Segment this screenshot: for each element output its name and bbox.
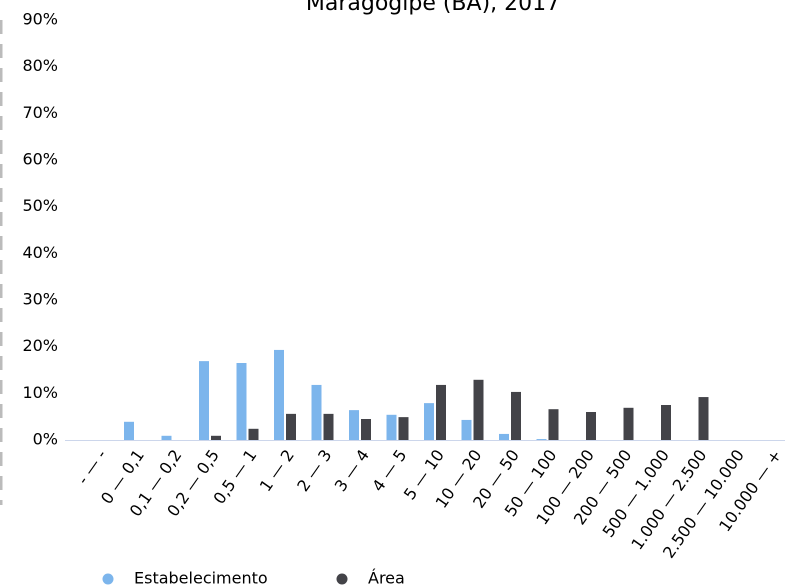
y-tick-label: 0% xyxy=(33,430,58,449)
bar xyxy=(361,419,371,440)
bar xyxy=(323,413,334,440)
bar xyxy=(211,435,221,440)
y-tick-label: 60% xyxy=(22,150,58,169)
x-tick-label: 2 — 3 xyxy=(293,446,335,495)
y-tick-label: 40% xyxy=(22,243,58,262)
bar xyxy=(199,361,209,440)
y-tick-label: 10% xyxy=(22,383,58,402)
x-tick-label: 1 — 2 xyxy=(256,446,298,495)
bar xyxy=(124,421,134,440)
bar xyxy=(473,379,484,440)
bar xyxy=(536,439,547,440)
legend-label: Área xyxy=(368,569,405,587)
y-tick-label: 30% xyxy=(22,290,58,309)
bar xyxy=(286,413,296,440)
bar xyxy=(274,349,284,440)
bar xyxy=(548,409,559,440)
legend-label: Estabelecimento xyxy=(134,569,268,587)
bar xyxy=(661,405,671,440)
y-tick-label: 90% xyxy=(22,10,58,29)
bar xyxy=(424,403,434,440)
bar xyxy=(698,397,709,440)
bar xyxy=(436,384,446,440)
bar xyxy=(461,419,472,440)
bar xyxy=(623,407,634,440)
y-tick-label: 80% xyxy=(22,56,58,75)
bar xyxy=(499,433,509,440)
legend-marker xyxy=(336,573,348,585)
bar xyxy=(586,412,596,440)
chart-title: Maragogipe (BA), 2017 xyxy=(306,0,560,16)
bar xyxy=(236,363,247,440)
bar xyxy=(398,417,409,440)
bar xyxy=(248,428,259,440)
bar xyxy=(161,435,172,440)
x-tick-label: 3 — 4 xyxy=(331,446,373,495)
x-tick-label: - — - xyxy=(73,446,110,488)
bar xyxy=(386,414,397,440)
y-tick-label: 50% xyxy=(22,196,58,215)
y-tick-label: 20% xyxy=(22,336,58,355)
legend-marker xyxy=(102,573,114,585)
bar xyxy=(311,384,322,440)
bar xyxy=(349,410,359,440)
bar xyxy=(511,391,521,440)
y-tick-label: 70% xyxy=(22,103,58,122)
